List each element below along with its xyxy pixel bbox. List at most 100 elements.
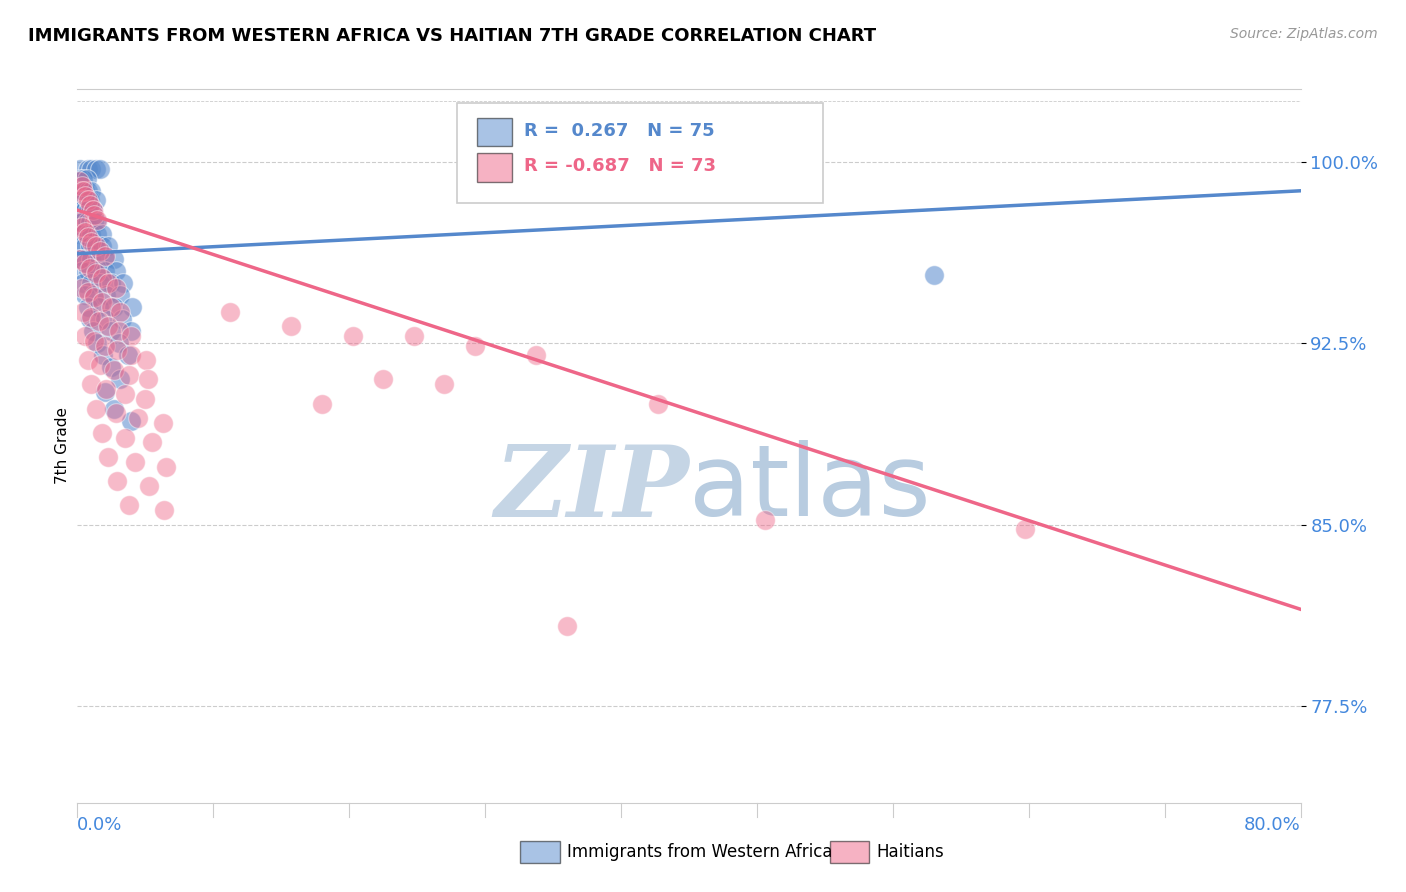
Point [83,215,105,229]
Point [100,324,122,338]
Point [77,227,100,242]
Point [90,425,112,440]
Point [84,401,107,416]
Point [96,382,118,396]
Point [96,288,118,302]
FancyBboxPatch shape [477,118,512,146]
Point [103,363,125,377]
Point [104,280,127,294]
Point [69,252,91,266]
Point [76,215,98,229]
Point [120,348,142,362]
Point [67,184,90,198]
Point [82,324,104,338]
Point [219,304,242,318]
Point [94,384,117,399]
Point [108,372,131,386]
Point [108,288,131,302]
Point [89,161,111,176]
Point [647,397,669,411]
Point [77,184,100,198]
Point [79,239,101,253]
Point [72,304,94,318]
Point [120,414,142,428]
Point [754,513,776,527]
Text: 80.0%: 80.0% [1244,816,1301,834]
Point [114,431,136,445]
Text: 0.0%: 0.0% [77,816,122,834]
Point [107,324,129,338]
Point [97,276,120,290]
Point [72,171,94,186]
Point [73,329,96,343]
Point [83,334,105,348]
Point [104,406,127,420]
Point [555,619,578,633]
Point [79,194,101,208]
Point [84,266,107,280]
FancyBboxPatch shape [457,103,824,203]
Point [67,203,90,218]
Point [79,215,101,229]
Point [69,252,91,266]
Point [77,285,100,300]
Point [91,348,114,362]
Point [103,401,125,416]
Point [118,498,141,512]
Point [73,252,96,266]
Point [155,459,177,474]
Point [73,288,96,302]
Point [120,324,142,338]
Point [77,203,100,218]
Point [84,263,107,277]
Point [94,312,117,326]
Point [70,215,93,229]
Point [524,348,547,362]
Point [138,479,160,493]
Point [84,239,107,253]
Point [121,300,143,314]
Text: Immigrants from Western Africa: Immigrants from Western Africa [567,843,832,861]
Point [77,300,100,314]
Text: atlas: atlas [689,441,931,537]
Point [100,300,122,314]
Point [112,276,135,290]
Point [90,295,112,310]
Point [67,194,90,208]
Point [103,300,125,314]
Point [84,194,107,208]
Point [90,227,112,242]
Point [77,353,100,368]
Point [73,184,96,198]
Point [402,329,425,343]
Point [70,194,93,208]
Point [89,244,111,259]
Point [82,203,104,218]
Point [84,161,107,176]
Point [70,178,93,193]
Point [136,372,159,386]
Point [97,450,120,464]
Text: Source: ZipAtlas.com: Source: ZipAtlas.com [1230,27,1378,41]
Point [70,203,93,218]
Text: R = -0.687   N = 73: R = -0.687 N = 73 [524,157,716,175]
Point [80,252,103,266]
Point [80,235,103,249]
Text: IMMIGRANTS FROM WESTERN AFRICA VS HAITIAN 7TH GRADE CORRELATION CHART: IMMIGRANTS FROM WESTERN AFRICA VS HAITIA… [28,27,876,45]
Point [72,276,94,290]
Point [86,215,108,229]
Point [90,239,112,253]
Point [103,252,125,266]
Point [94,338,117,352]
Point [311,397,333,411]
FancyBboxPatch shape [477,153,512,182]
Point [67,227,90,242]
Point [77,229,100,244]
Point [1014,523,1036,537]
Point [73,188,96,202]
Point [124,455,146,469]
Point [86,227,108,242]
Point [108,304,131,318]
Point [80,377,103,392]
Point [86,252,108,266]
